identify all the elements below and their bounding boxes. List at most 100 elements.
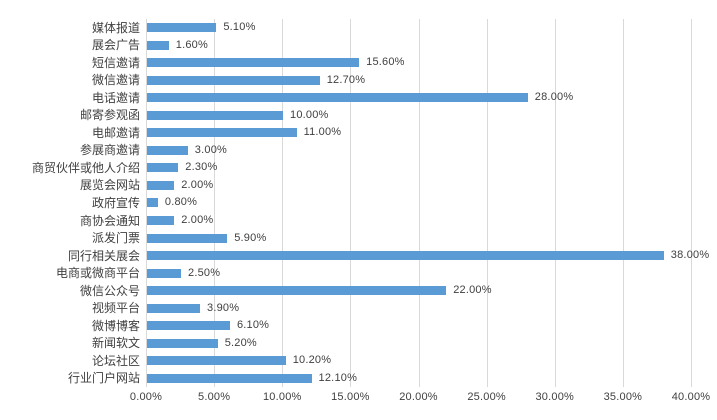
chart-row: 15.60% — [147, 54, 691, 72]
bar — [147, 286, 447, 296]
bar — [147, 216, 175, 225]
category-label: 微信邀请 — [91, 73, 140, 88]
chart-row: 5.90% — [147, 229, 691, 247]
chart-row: 22.00% — [147, 282, 691, 300]
category-label: 行业门户网站 — [67, 371, 140, 386]
value-axis-line — [146, 19, 147, 387]
bar — [147, 180, 175, 190]
bar-value-label: 2.50% — [188, 266, 221, 279]
bar-value-label: 5.10% — [223, 21, 256, 34]
category-label: 微博博客 — [91, 318, 140, 333]
bar — [147, 321, 230, 331]
chart-row: 3.00% — [147, 142, 691, 160]
x-tick-label: 0.00% — [129, 391, 163, 403]
category-label: 论坛社区 — [91, 353, 140, 368]
chart-row: 5.20% — [147, 334, 691, 352]
bar — [147, 303, 201, 313]
plot-area: 5.10% 1.60% 15.60% 12.70% 28.00% 10.00% 11.00%… — [146, 19, 709, 387]
category-label: 政府宣传 — [91, 195, 140, 210]
chart-row: 1.60% — [147, 37, 691, 55]
gridline — [418, 19, 420, 387]
bar — [147, 23, 217, 33]
x-tick-label: 25.00% — [467, 391, 506, 403]
gridline — [214, 19, 216, 387]
bar — [147, 93, 528, 103]
bar-value-label: 28.00% — [534, 91, 574, 104]
bar — [147, 75, 320, 85]
category-label: 视频平台 — [91, 301, 140, 316]
category-label: 商协会通知 — [79, 213, 140, 228]
bar-value-label: 2.00% — [181, 178, 214, 191]
bar-value-label: 11.00% — [303, 126, 342, 139]
bar-value-label: 6.10% — [236, 319, 270, 332]
chart-row: 10.20% — [147, 352, 691, 370]
chart-row: 2.00% — [147, 177, 691, 195]
bar-value-label: 12.70% — [326, 73, 366, 86]
category-label: 短信邀请 — [91, 55, 140, 70]
category-label: 同行相关展会 — [67, 248, 140, 263]
bar — [147, 373, 312, 383]
chart-row: 6.10% — [147, 317, 691, 335]
bar — [147, 40, 169, 50]
category-label: 派发门票 — [91, 231, 140, 246]
chart-row: 10.00% — [147, 107, 691, 125]
category-label: 展览会网站 — [79, 178, 140, 193]
gridline — [350, 19, 352, 387]
category-label: 新闻软文 — [91, 336, 140, 351]
x-tick-label: 5.00% — [198, 391, 231, 403]
chart-row: 11.00% — [147, 124, 691, 142]
gridline — [691, 19, 692, 387]
bar-value-label: 12.10% — [318, 371, 358, 384]
bar-value-label: 5.90% — [234, 231, 267, 244]
bar — [147, 145, 188, 155]
chart-row: 3.90% — [147, 299, 691, 317]
x-tick-label: 30.00% — [535, 391, 575, 403]
chart-row: 5.10% — [147, 19, 691, 37]
bar-value-label: 2.00% — [181, 214, 214, 226]
bar — [147, 110, 283, 120]
category-label: 电话邀请 — [91, 90, 140, 105]
bar — [147, 128, 297, 138]
chart-row: 2.50% — [147, 264, 691, 282]
category-label: 媒体报道 — [91, 20, 140, 35]
category-label: 参展商邀请 — [79, 143, 140, 158]
bar — [147, 58, 360, 68]
category-label: 商贸伙伴或他人介绍 — [31, 160, 140, 175]
bar — [147, 198, 158, 208]
x-tick-label: 40.00% — [671, 391, 711, 403]
bar-value-label: 5.20% — [224, 336, 257, 349]
bar-value-label: 0.80% — [164, 196, 198, 209]
category-label: 电商或微商平台 — [55, 266, 140, 281]
chart-row: 0.80% — [147, 194, 691, 212]
chart-row: 12.70% — [147, 72, 691, 90]
gridline — [282, 19, 284, 387]
chart-row: 28.00% — [147, 89, 691, 107]
chart-row: 2.30% — [147, 159, 691, 177]
category-axis-labels: 媒体报道展会广告短信邀请微信邀请电话邀请邮寄参观函电邮邀请参展商邀请商贸伙伴或他… — [0, 19, 140, 387]
category-label: 展会广告 — [91, 38, 140, 53]
bar — [147, 356, 286, 366]
category-label: 微信公众号 — [79, 283, 140, 298]
x-tick-label: 15.00% — [331, 391, 370, 403]
bar-value-label: 38.00% — [670, 249, 710, 262]
chart-row: 12.10% — [147, 369, 691, 387]
bar-value-label: 10.00% — [290, 108, 329, 121]
category-label: 邮寄参观函 — [79, 108, 140, 123]
x-tick-label: 35.00% — [603, 391, 643, 403]
bar-value-label: 15.60% — [366, 56, 405, 69]
x-tick-label: 10.00% — [262, 391, 302, 403]
bar — [147, 268, 181, 278]
bar-value-label: 10.20% — [292, 354, 332, 367]
value-axis-labels: 0.00% 5.00% 10.00% 15.00% 20.00% 25.00% 30.00%… — [130, 391, 710, 408]
bar — [147, 338, 218, 348]
bar — [147, 163, 179, 173]
bar-value-label: 1.60% — [175, 38, 208, 51]
bar — [147, 251, 664, 261]
gridline — [622, 19, 624, 387]
gridline — [486, 19, 488, 387]
gridline — [554, 19, 556, 387]
category-label: 电邮邀请 — [91, 125, 140, 140]
bar — [147, 233, 228, 243]
bar-value-label: 3.00% — [194, 143, 227, 156]
